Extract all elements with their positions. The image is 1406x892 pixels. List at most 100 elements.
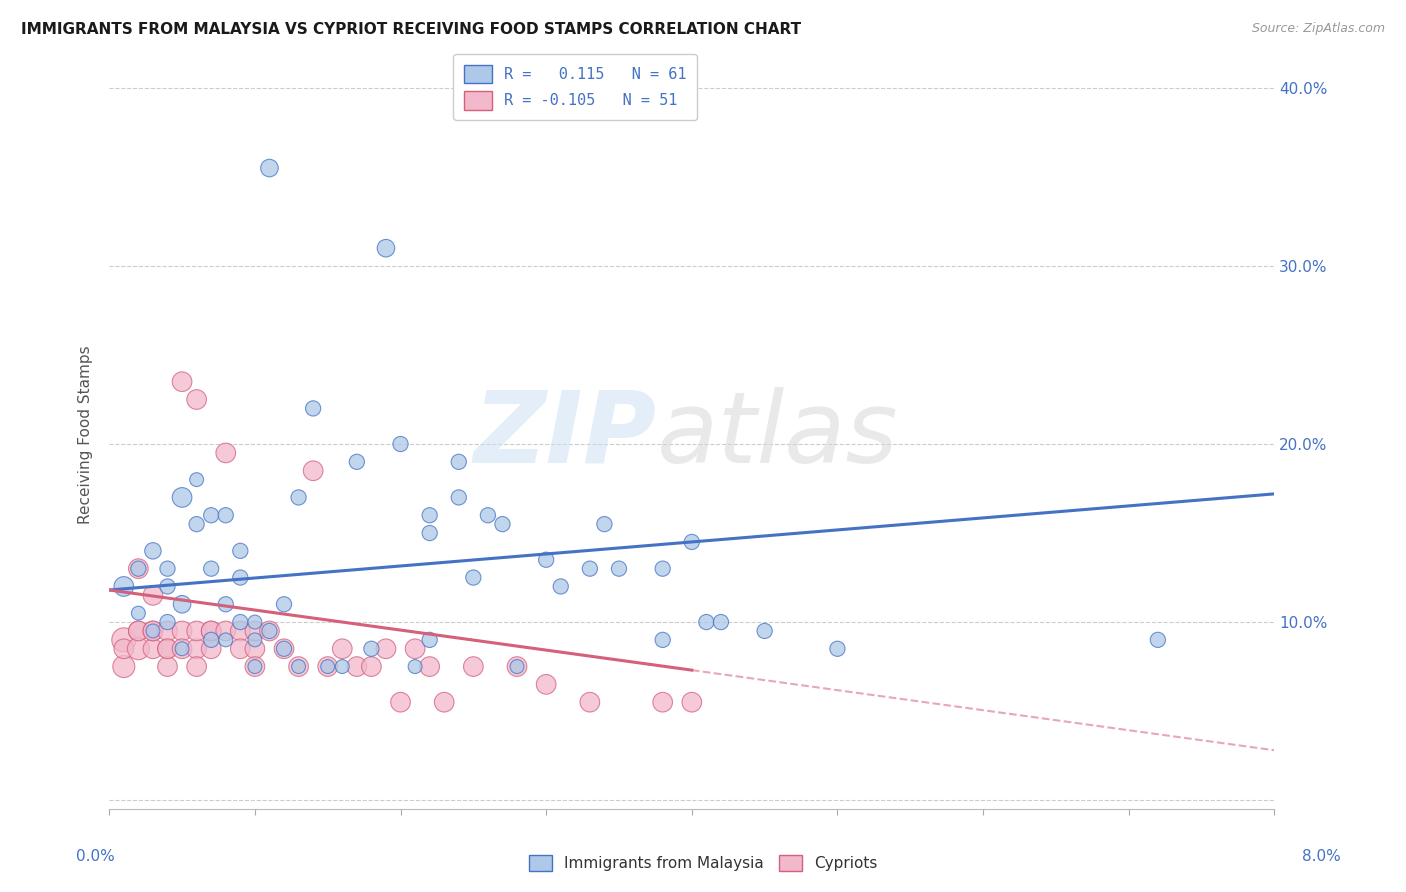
Point xyxy=(273,641,295,656)
Point xyxy=(273,597,295,611)
Point xyxy=(754,624,776,638)
Point xyxy=(316,659,339,673)
Point xyxy=(127,641,149,656)
Point xyxy=(287,491,309,505)
Point xyxy=(433,695,456,709)
Point xyxy=(419,526,441,541)
Point xyxy=(229,615,252,629)
Point xyxy=(243,641,266,656)
Point xyxy=(607,562,630,576)
Point xyxy=(375,241,398,255)
Text: atlas: atlas xyxy=(657,386,898,483)
Point xyxy=(200,562,222,576)
Point xyxy=(316,659,339,673)
Point xyxy=(463,570,485,584)
Point xyxy=(579,562,602,576)
Point xyxy=(695,615,717,629)
Point xyxy=(156,641,179,656)
Point xyxy=(651,695,673,709)
Point xyxy=(259,161,281,175)
Text: IMMIGRANTS FROM MALAYSIA VS CYPRIOT RECEIVING FOOD STAMPS CORRELATION CHART: IMMIGRANTS FROM MALAYSIA VS CYPRIOT RECE… xyxy=(21,22,801,37)
Point xyxy=(710,615,733,629)
Point xyxy=(186,659,208,673)
Point xyxy=(215,632,238,647)
Point xyxy=(186,624,208,638)
Point xyxy=(506,659,529,673)
Point xyxy=(112,632,135,647)
Point xyxy=(156,562,179,576)
Point xyxy=(477,508,499,523)
Point xyxy=(200,624,222,638)
Point xyxy=(1147,632,1170,647)
Point xyxy=(243,624,266,638)
Point xyxy=(170,641,193,656)
Point xyxy=(186,517,208,532)
Point xyxy=(534,677,557,691)
Point xyxy=(127,562,149,576)
Point xyxy=(229,624,252,638)
Point xyxy=(142,624,165,638)
Point xyxy=(156,641,179,656)
Point xyxy=(142,588,165,602)
Point xyxy=(186,473,208,487)
Point xyxy=(534,553,557,567)
Y-axis label: Receiving Food Stamps: Receiving Food Stamps xyxy=(79,346,93,524)
Point xyxy=(375,641,398,656)
Point xyxy=(593,517,616,532)
Point xyxy=(463,659,485,673)
Point xyxy=(170,597,193,611)
Point xyxy=(243,659,266,673)
Point xyxy=(330,659,353,673)
Point xyxy=(186,641,208,656)
Point xyxy=(579,695,602,709)
Point xyxy=(142,641,165,656)
Point xyxy=(156,579,179,593)
Point xyxy=(229,641,252,656)
Point xyxy=(506,659,529,673)
Point xyxy=(200,508,222,523)
Point xyxy=(142,624,165,638)
Point xyxy=(156,624,179,638)
Point xyxy=(419,659,441,673)
Point xyxy=(651,562,673,576)
Point xyxy=(404,641,426,656)
Point xyxy=(360,659,382,673)
Point xyxy=(259,624,281,638)
Legend: Immigrants from Malaysia, Cypriots: Immigrants from Malaysia, Cypriots xyxy=(523,849,883,877)
Point xyxy=(287,659,309,673)
Text: Source: ZipAtlas.com: Source: ZipAtlas.com xyxy=(1251,22,1385,36)
Point xyxy=(142,544,165,558)
Point xyxy=(447,491,470,505)
Point xyxy=(156,615,179,629)
Point xyxy=(200,624,222,638)
Point xyxy=(127,624,149,638)
Point xyxy=(419,632,441,647)
Point xyxy=(215,597,238,611)
Point xyxy=(651,632,673,647)
Point xyxy=(360,641,382,656)
Point xyxy=(170,375,193,389)
Point xyxy=(491,517,513,532)
Point xyxy=(229,570,252,584)
Text: 0.0%: 0.0% xyxy=(76,849,115,864)
Point xyxy=(170,624,193,638)
Point xyxy=(681,535,703,549)
Point xyxy=(302,401,325,416)
Point xyxy=(127,562,149,576)
Point xyxy=(447,455,470,469)
Point xyxy=(142,624,165,638)
Point xyxy=(215,446,238,460)
Point xyxy=(112,659,135,673)
Text: ZIP: ZIP xyxy=(474,386,657,483)
Point xyxy=(302,464,325,478)
Point xyxy=(229,544,252,558)
Point xyxy=(170,641,193,656)
Point xyxy=(404,659,426,673)
Text: 8.0%: 8.0% xyxy=(1302,849,1341,864)
Point xyxy=(259,624,281,638)
Point xyxy=(127,624,149,638)
Point xyxy=(346,659,368,673)
Point xyxy=(330,641,353,656)
Point xyxy=(186,392,208,407)
Point xyxy=(550,579,572,593)
